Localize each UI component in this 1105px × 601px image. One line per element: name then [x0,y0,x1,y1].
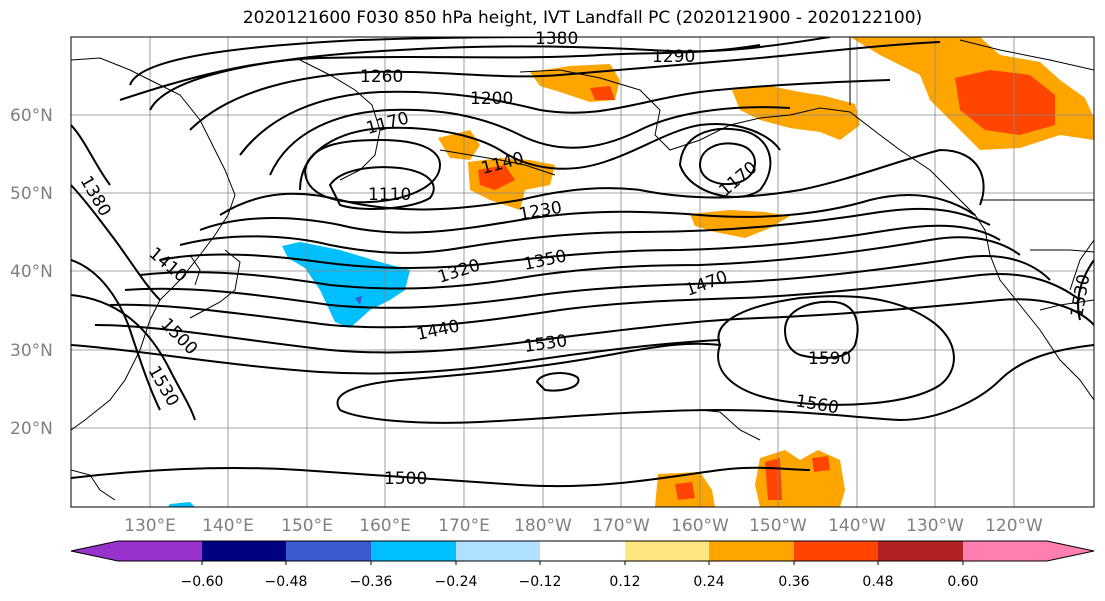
colorbar-tick-label: 0.48 [862,574,893,590]
colorbar [70,540,1095,565]
colorbar-segment [709,541,794,561]
lon-label: 140°E [202,516,254,536]
lon-label: 170°W [592,516,650,536]
colorbar-segment [625,541,709,561]
colorbar-tick-label: −0.36 [350,574,393,590]
colorbar-tick-labels: −0.60 −0.48 −0.36 −0.24 −0.12 0.12 0.24 … [181,574,979,590]
lon-label: 130°E [124,516,176,536]
lon-label: 180°W [514,516,572,536]
colorbar-segment [456,541,540,561]
colorbar-tick-label: 0.12 [609,574,640,590]
colorbar-tick-label: −0.24 [435,574,478,590]
colorbar-extend-min [71,541,118,561]
colorbar-extend-max [1047,541,1094,561]
height-contours [71,37,1094,488]
colorbar-tick-label: 0.24 [693,574,724,590]
colorbar-tick-label: −0.60 [181,574,224,590]
colorbar-tick-label: 0.60 [947,574,978,590]
lon-label: 120°W [985,516,1043,536]
colorbar-tick-label: 0.36 [778,574,809,590]
ivt-negative-shading [168,242,410,507]
contour-label: 1200 [470,89,513,109]
lon-label: 170°E [438,516,490,536]
colorbar-segment [540,541,625,561]
contour-label: 1500 [384,469,427,489]
contour-label: 1380 [535,29,578,49]
colorbar-segment [118,541,202,561]
ivt-positive-shading [438,37,1094,507]
colorbar-segment [963,541,1047,561]
lat-label: 40°N [10,262,53,282]
lon-label: 140°W [828,516,886,536]
lon-label: 150°W [749,516,807,536]
colorbar-segment [202,541,286,561]
lat-label: 50°N [10,184,53,204]
colorbar-segment [794,541,878,561]
latitude-labels: 60°N 50°N 40°N 30°N 20°N [10,106,53,439]
colorbar-segment [878,541,963,561]
lat-label: 60°N [10,106,53,126]
colorbar-segment [371,541,456,561]
map-frame [70,36,1095,508]
colorbar-segment [286,541,371,561]
lon-label: 150°E [281,516,333,536]
contour-label: 1590 [808,349,851,369]
contour-label: 1110 [368,185,411,205]
lat-label: 30°N [10,341,53,361]
colorbar-tick-label: −0.12 [519,574,562,590]
lon-label: 160°W [671,516,729,536]
colorbar-outline [70,540,1095,562]
colorbar-tick-label: −0.48 [265,574,308,590]
longitude-labels: 130°E 140°E 150°E 160°E 170°E 180°W 170°… [124,516,1043,536]
lon-label: 160°E [359,516,411,536]
contour-label: 1290 [652,47,695,67]
lat-label: 20°N [10,419,53,439]
contour-label: 1260 [360,67,403,87]
lon-label: 130°W [906,516,964,536]
map-title: 2020121600 F030 850 hPa height, IVT Land… [242,8,923,28]
